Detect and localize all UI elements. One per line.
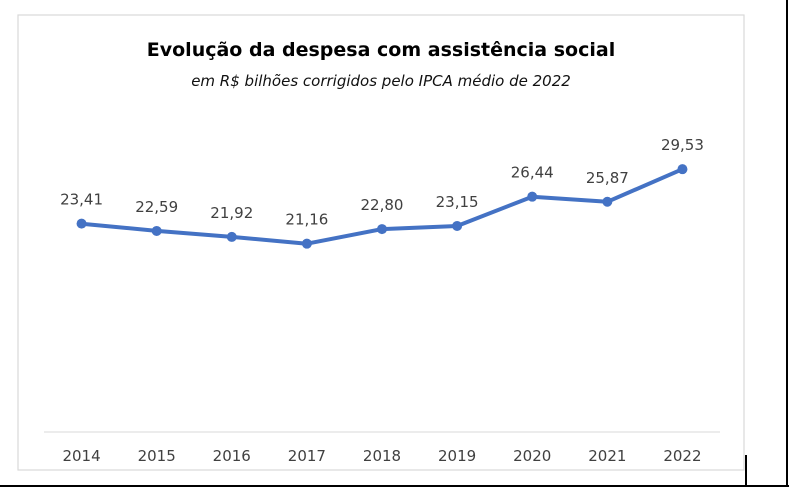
data-point-2017 [301, 238, 312, 249]
series-group [76, 164, 688, 249]
data-point-2015 [151, 225, 162, 236]
data-point-2020 [527, 191, 538, 202]
data-point-2022 [677, 164, 688, 175]
x-tick-label-2017: 2017 [288, 447, 326, 465]
x-tick-label-2018: 2018 [363, 447, 401, 465]
data-label-2022: 29,53 [661, 136, 704, 154]
data-point-2018 [377, 224, 387, 235]
data-label-2018: 22,80 [361, 196, 404, 214]
data-label-2016: 21,92 [210, 204, 253, 222]
data-labels: 23,41 22,59 21,92 21,16 22,80 23,15 26,44 25,87… [60, 136, 704, 228]
data-label-2014: 23,41 [60, 191, 103, 209]
x-tick-label-2016: 2016 [213, 447, 251, 465]
x-axis-ticks: 2014 2015 2016 2017 2018 2019 2020 2021 2022 [62, 447, 701, 465]
data-label-2019: 23,15 [436, 193, 479, 211]
chart-area [17, 14, 745, 471]
x-tick-label-2015: 2015 [138, 447, 176, 465]
x-tick-label-2019: 2019 [438, 447, 476, 465]
data-point-2014 [76, 218, 87, 229]
data-label-2021: 25,87 [586, 169, 629, 187]
data-point-2016 [226, 231, 237, 242]
x-tick-label-2021: 2021 [588, 447, 626, 465]
data-label-2017: 21,16 [285, 211, 328, 229]
data-label-2015: 22,59 [135, 198, 178, 216]
x-tick-label-2020: 2020 [513, 447, 551, 465]
chart-title: Evolução da despesa com assistência soci… [147, 39, 615, 61]
x-tick-label-2022: 2022 [663, 447, 701, 465]
data-label-2020: 26,44 [511, 164, 554, 182]
chart-subtitle: em R$ bilhões corrigidos pelo IPCA médio… [191, 72, 571, 90]
data-point-2019 [452, 220, 463, 231]
data-point-2021 [602, 196, 613, 207]
x-tick-label-2014: 2014 [62, 447, 100, 465]
